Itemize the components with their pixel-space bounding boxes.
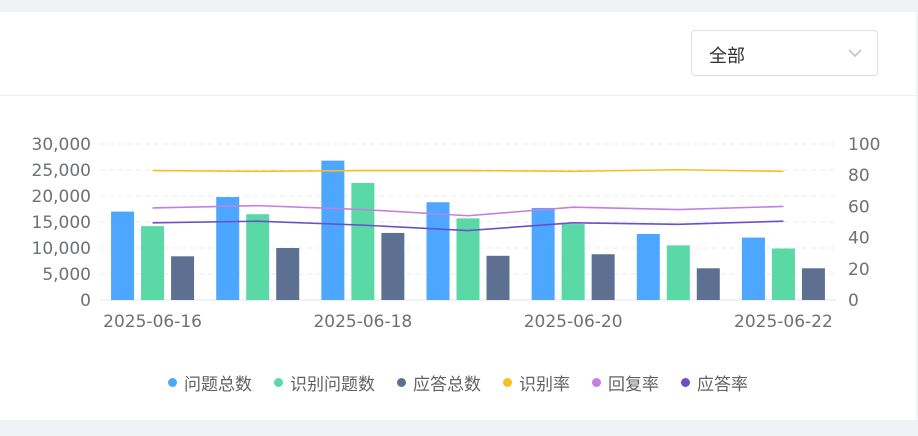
filter-select-value: 全部	[709, 46, 745, 67]
legend-marker	[503, 377, 512, 387]
bar	[561, 224, 585, 300]
x-tick-label: 2025-06-22	[734, 312, 833, 332]
bar	[591, 254, 615, 300]
legend-marker	[681, 377, 690, 387]
y-right-tick-label: 0	[848, 291, 859, 311]
legend-item[interactable]: 识别率	[503, 370, 570, 395]
legend-item[interactable]: 问题总数	[168, 370, 252, 395]
bar	[276, 248, 300, 300]
bar	[141, 226, 165, 300]
bar	[426, 202, 450, 300]
legend-item[interactable]: 应答率	[681, 370, 748, 395]
legend-label: 回复率	[608, 374, 659, 395]
bar	[696, 268, 720, 300]
y-right-tick-label: 40	[848, 229, 870, 249]
bar	[321, 160, 345, 300]
y-left-tick-label: 30,000	[32, 135, 91, 155]
x-tick-label: 2025-06-18	[313, 312, 412, 332]
legend-label: 应答率	[697, 374, 748, 395]
bar	[246, 214, 270, 300]
y-left-tick-label: 10,000	[32, 239, 91, 259]
legend-label: 识别率	[519, 374, 570, 395]
chart-card: 全部 0 5,000 10,000 15,000 20,000 25,000 30,000 0…	[0, 12, 916, 420]
bar	[381, 232, 405, 300]
y-left-tick-label: 0	[80, 291, 91, 311]
bar	[741, 237, 765, 300]
legend-marker	[397, 377, 406, 387]
bar	[216, 197, 240, 300]
legend-label: 问题总数	[184, 374, 252, 395]
bar	[351, 183, 375, 300]
y-right-tick-label: 20	[848, 260, 870, 280]
chart-legend: 问题总数 识别问题数 应答总数 识别率 回复率 应答率	[0, 370, 916, 395]
y-right-tick-label: 60	[848, 197, 870, 217]
legend-item[interactable]: 应答总数	[397, 370, 481, 395]
y-left-tick-label: 25,000	[32, 161, 91, 181]
combo-chart: 0 5,000 10,000 15,000 20,000 25,000 30,000 0 20 4…	[32, 135, 881, 332]
chevron-down-icon	[848, 49, 862, 58]
bar	[801, 268, 825, 300]
series-line	[152, 168, 784, 173]
bar	[531, 207, 555, 300]
legend-marker	[274, 377, 283, 387]
bar	[771, 248, 795, 300]
x-tick-label: 2025-06-20	[524, 312, 623, 332]
bar	[171, 256, 195, 300]
y-left-tick-label: 15,000	[32, 213, 91, 233]
legend-item[interactable]: 回复率	[592, 370, 659, 395]
bar	[666, 245, 690, 300]
header-divider	[0, 95, 916, 96]
legend-item[interactable]: 识别问题数	[274, 370, 375, 395]
series-line	[152, 204, 784, 217]
legend-label: 应答总数	[413, 374, 481, 395]
y-left-tick-label: 20,000	[32, 187, 91, 207]
x-tick-label: 2025-06-16	[103, 312, 202, 332]
bar	[456, 218, 480, 300]
y-left-tick-label: 5,000	[42, 265, 91, 285]
series-line	[152, 220, 784, 232]
legend-label: 识别问题数	[290, 374, 375, 395]
bar	[636, 233, 660, 300]
filter-select[interactable]: 全部	[691, 30, 878, 76]
y-right-tick-label: 100	[848, 135, 880, 155]
bar	[486, 255, 510, 300]
bar	[111, 211, 135, 300]
legend-marker	[592, 377, 601, 387]
y-right-tick-label: 80	[848, 166, 870, 186]
legend-marker	[168, 377, 177, 387]
